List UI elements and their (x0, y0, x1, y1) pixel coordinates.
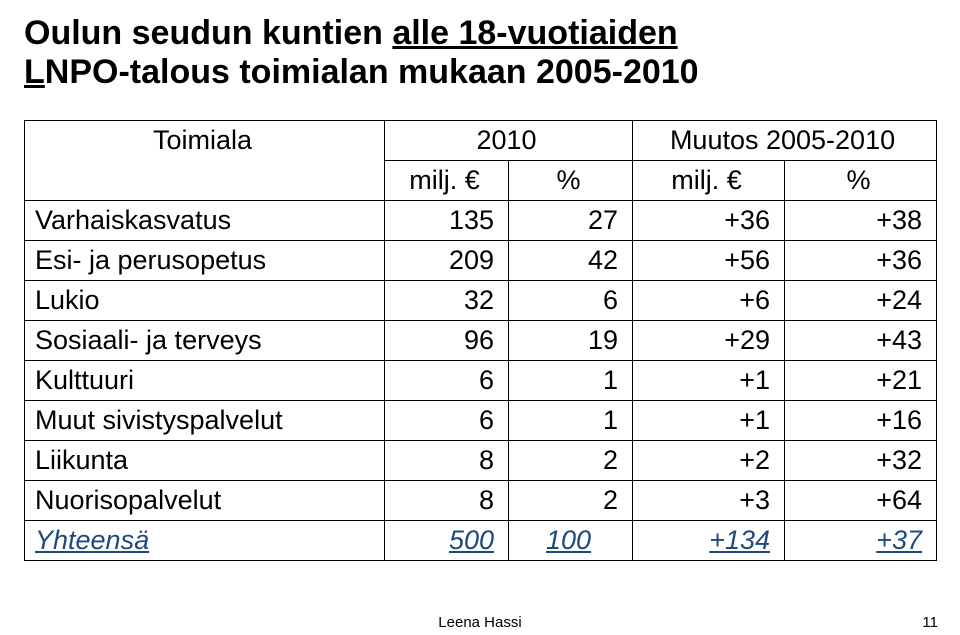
row-val: +2 (633, 441, 785, 481)
row-val: 6 (509, 281, 633, 321)
row-val: +36 (785, 241, 937, 281)
row-val: +29 (633, 321, 785, 361)
row-val: +38 (785, 201, 937, 241)
row-label: Muut sivistyspalvelut (25, 401, 385, 441)
header-blank (25, 161, 385, 201)
header-2010-milj: milj. € (385, 161, 509, 201)
row-label: Varhaiskasvatus (25, 201, 385, 241)
title-line1-u: alle 18-vuotiaiden (392, 14, 677, 52)
table-row: Kulttuuri 6 1 +1 +21 (25, 361, 937, 401)
slide-title: Oulun seudun kuntien alle 18-vuotiaiden … (24, 14, 936, 92)
row-val: 1 (509, 401, 633, 441)
row-label: Esi- ja perusopetus (25, 241, 385, 281)
row-val: 6 (385, 361, 509, 401)
row-val: +43 (785, 321, 937, 361)
total-label: Yhteensä (25, 521, 385, 561)
row-val: +56 (633, 241, 785, 281)
title-line1-pre: Oulun seudun kuntien (24, 14, 392, 52)
slide-page: Oulun seudun kuntien alle 18-vuotiaiden … (0, 0, 960, 635)
total-val: +37 (785, 521, 937, 561)
footer-author: Leena Hassi (0, 614, 960, 631)
total-val: 500 (385, 521, 509, 561)
data-table: Toimiala 2010 Muutos 2005-2010 milj. € %… (24, 120, 937, 561)
table-row: Esi- ja perusopetus 209 42 +56 +36 (25, 241, 937, 281)
header-mu-pct: % (785, 161, 937, 201)
row-val: 42 (509, 241, 633, 281)
table-header-row-1: Toimiala 2010 Muutos 2005-2010 (25, 121, 937, 161)
header-2010: 2010 (385, 121, 633, 161)
row-val: +64 (785, 481, 937, 521)
row-val: 209 (385, 241, 509, 281)
header-toimiala: Toimiala (25, 121, 385, 161)
table-row: Muut sivistyspalvelut 6 1 +1 +16 (25, 401, 937, 441)
row-label: Lukio (25, 281, 385, 321)
footer-page-number: 11 (922, 614, 938, 631)
table-row: Lukio 32 6 +6 +24 (25, 281, 937, 321)
row-label: Nuorisopalvelut (25, 481, 385, 521)
table-total-row: Yhteensä 500 100 +134 +37 (25, 521, 937, 561)
row-val: 1 (509, 361, 633, 401)
table-row: Nuorisopalvelut 8 2 +3 +64 (25, 481, 937, 521)
row-val: 96 (385, 321, 509, 361)
table-row: Liikunta 8 2 +2 +32 (25, 441, 937, 481)
row-val: 27 (509, 201, 633, 241)
row-label: Sosiaali- ja terveys (25, 321, 385, 361)
row-val: +24 (785, 281, 937, 321)
header-mu-milj: milj. € (633, 161, 785, 201)
title-line2-rest: NPO-talous toimialan mukaan 2005-2010 (45, 53, 699, 91)
row-val: 135 (385, 201, 509, 241)
row-val: +6 (633, 281, 785, 321)
row-val: 8 (385, 441, 509, 481)
header-muutos: Muutos 2005-2010 (633, 121, 937, 161)
row-label: Kulttuuri (25, 361, 385, 401)
header-2010-pct: % (509, 161, 633, 201)
row-val: +1 (633, 401, 785, 441)
row-label: Liikunta (25, 441, 385, 481)
row-val: 19 (509, 321, 633, 361)
total-val: +134 (633, 521, 785, 561)
row-val: 2 (509, 481, 633, 521)
table-row: Sosiaali- ja terveys 96 19 +29 +43 (25, 321, 937, 361)
total-val: 100 (509, 521, 633, 561)
row-val: +32 (785, 441, 937, 481)
row-val: +3 (633, 481, 785, 521)
title-line2-prefix: L (24, 53, 45, 91)
table-header-row-2: milj. € % milj. € % (25, 161, 937, 201)
row-val: +1 (633, 361, 785, 401)
row-val: 6 (385, 401, 509, 441)
table-row: Varhaiskasvatus 135 27 +36 +38 (25, 201, 937, 241)
row-val: 8 (385, 481, 509, 521)
row-val: 2 (509, 441, 633, 481)
row-val: +16 (785, 401, 937, 441)
row-val: 32 (385, 281, 509, 321)
row-val: +36 (633, 201, 785, 241)
row-val: +21 (785, 361, 937, 401)
